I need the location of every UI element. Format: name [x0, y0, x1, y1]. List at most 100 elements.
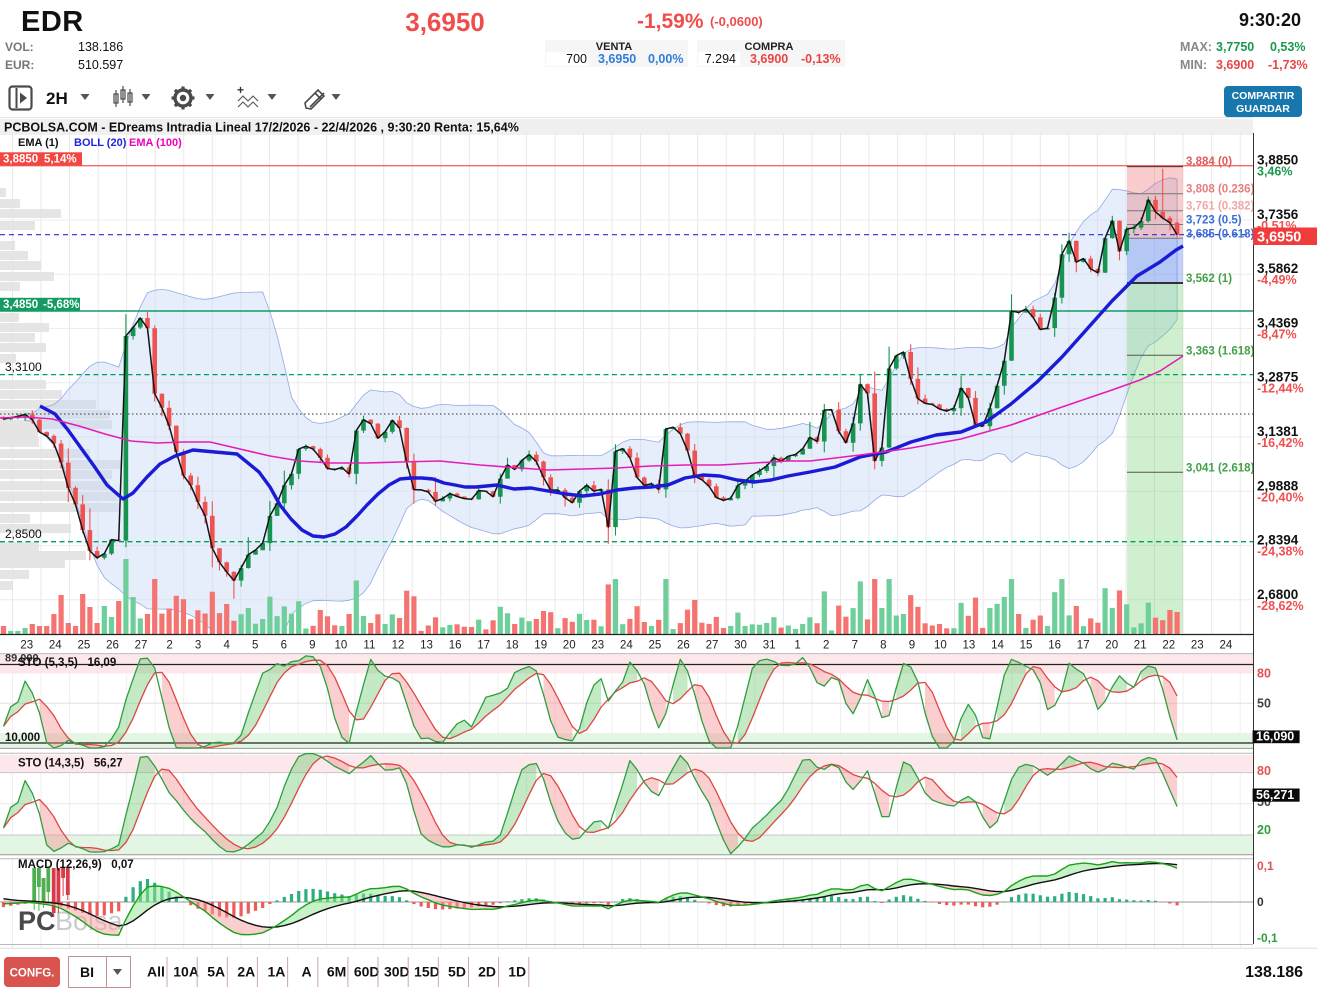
svg-text:3,562 (1): 3,562 (1) [1186, 273, 1232, 285]
svg-text:10,000: 10,000 [5, 732, 40, 744]
svg-text:1D: 1D [508, 964, 526, 980]
svg-text:26: 26 [677, 640, 690, 652]
svg-text:3,723 (0.5): 3,723 (0.5) [1186, 215, 1242, 227]
svg-text:2,9888: 2,9888 [1257, 478, 1299, 493]
svg-text:5A: 5A [207, 964, 225, 980]
svg-text:-0,1: -0,1 [1257, 931, 1278, 945]
svg-text:24: 24 [1220, 640, 1233, 652]
svg-text:3,6900: 3,6900 [750, 52, 788, 66]
svg-text:2,6800: 2,6800 [1257, 587, 1298, 602]
svg-text:27: 27 [706, 640, 719, 652]
svg-text:21: 21 [1134, 640, 1147, 652]
svg-text:2D: 2D [478, 964, 496, 980]
svg-text:18: 18 [506, 640, 519, 652]
svg-text:3,6950: 3,6950 [598, 52, 636, 66]
svg-text:16: 16 [449, 640, 462, 652]
svg-text:EDR: EDR [21, 6, 84, 38]
svg-text:3: 3 [195, 640, 201, 652]
svg-text:20: 20 [1257, 823, 1271, 837]
svg-text:STO (5,3,5) 16,09: STO (5,3,5) 16,09 [18, 657, 116, 669]
svg-text:COMPRA: COMPRA [745, 41, 794, 53]
svg-text:13: 13 [420, 640, 433, 652]
svg-text:3,4850: 3,4850 [3, 299, 38, 311]
svg-text:3,808 (0.236): 3,808 (0.236) [1186, 184, 1255, 196]
svg-text:24: 24 [49, 640, 62, 652]
svg-text:3,3100: 3,3100 [5, 360, 42, 374]
svg-text:30: 30 [734, 640, 747, 652]
svg-text:25: 25 [78, 640, 91, 652]
svg-text:2A: 2A [237, 964, 255, 980]
svg-text:10: 10 [934, 640, 947, 652]
svg-text:3,363 (1.618): 3,363 (1.618) [1186, 345, 1255, 357]
svg-text:13: 13 [963, 640, 976, 652]
svg-text:-1,73%: -1,73% [1268, 58, 1308, 72]
svg-text:6M: 6M [327, 964, 346, 980]
svg-text:23: 23 [20, 640, 33, 652]
svg-text:3,6950: 3,6950 [1257, 230, 1301, 246]
svg-text:5,14%: 5,14% [44, 154, 77, 166]
svg-text:7.294: 7.294 [705, 52, 736, 66]
svg-text:9:30:20: 9:30:20 [1239, 10, 1301, 30]
svg-text:25: 25 [649, 640, 662, 652]
svg-text:3,5862: 3,5862 [1257, 261, 1298, 276]
svg-text:-4,49%: -4,49% [1257, 273, 1297, 287]
svg-text:STO (14,3,5) 56,27: STO (14,3,5) 56,27 [18, 758, 123, 770]
svg-text:4: 4 [223, 640, 230, 652]
svg-text:89.000: 89.000 [5, 653, 39, 665]
svg-text:12: 12 [392, 640, 405, 652]
svg-text:3,685 (0.618): 3,685 (0.618) [1186, 228, 1255, 240]
svg-text:3,4369: 3,4369 [1257, 316, 1298, 331]
svg-text:MACD (12,26,9) 0,07: MACD (12,26,9) 0,07 [18, 859, 134, 871]
svg-text:3,884 (0): 3,884 (0) [1186, 156, 1232, 168]
svg-text:+: + [237, 83, 244, 97]
svg-text:510.597: 510.597 [78, 58, 123, 72]
svg-text:EMA (1): EMA (1) [18, 137, 59, 149]
svg-text:15D: 15D [414, 964, 440, 980]
svg-text:A: A [301, 964, 311, 980]
svg-text:23: 23 [1191, 640, 1204, 652]
svg-text:23: 23 [591, 640, 604, 652]
svg-text:-8,47%: -8,47% [1257, 328, 1297, 342]
svg-text:2: 2 [166, 640, 172, 652]
svg-text:20: 20 [1105, 640, 1118, 652]
svg-text:80: 80 [1257, 764, 1271, 778]
svg-text:3,2875: 3,2875 [1257, 370, 1299, 385]
svg-text:GUARDAR: GUARDAR [1236, 103, 1290, 115]
svg-text:-1,59%: -1,59% [637, 10, 704, 33]
svg-text:3,041 (2.618): 3,041 (2.618) [1186, 462, 1255, 474]
svg-text:19: 19 [534, 640, 547, 652]
svg-text:PCBOLSA.COM - EDreams Intradia: PCBOLSA.COM - EDreams Intradia Lineal 17… [4, 121, 519, 135]
svg-text:0,00%: 0,00% [648, 52, 683, 66]
svg-text:(-0,0600): (-0,0600) [710, 14, 763, 29]
svg-text:3,8850: 3,8850 [1257, 153, 1298, 168]
svg-text:22: 22 [1162, 640, 1175, 652]
svg-text:2,8394: 2,8394 [1257, 533, 1299, 548]
svg-text:700: 700 [566, 52, 587, 66]
svg-text:14: 14 [991, 640, 1004, 652]
svg-text:16: 16 [1048, 640, 1061, 652]
svg-text:3,8850: 3,8850 [3, 154, 38, 166]
svg-text:20: 20 [563, 640, 576, 652]
svg-text:80: 80 [1257, 667, 1271, 681]
svg-text:0: 0 [1257, 895, 1264, 909]
svg-text:CONFG.: CONFG. [10, 968, 55, 980]
svg-text:BOLL (20): BOLL (20) [74, 137, 127, 149]
svg-text:50: 50 [1257, 697, 1271, 711]
svg-text:-5,68%: -5,68% [43, 299, 79, 311]
svg-text:-12,44%: -12,44% [1257, 382, 1304, 396]
svg-text:3,761 (0.382): 3,761 (0.382) [1186, 201, 1255, 213]
svg-text:2: 2 [823, 640, 829, 652]
svg-text:10A: 10A [173, 964, 199, 980]
svg-text:5D: 5D [448, 964, 466, 980]
svg-text:9: 9 [909, 640, 915, 652]
svg-text:27: 27 [135, 640, 148, 652]
svg-text:2H: 2H [46, 89, 68, 108]
svg-text:-0,13%: -0,13% [801, 52, 841, 66]
svg-text:138.186: 138.186 [78, 40, 123, 54]
svg-text:11: 11 [363, 640, 375, 652]
svg-text:MIN:: MIN: [1180, 58, 1207, 72]
svg-text:8: 8 [880, 640, 886, 652]
svg-text:3,7750: 3,7750 [1216, 40, 1254, 54]
svg-text:60D: 60D [354, 964, 380, 980]
svg-text:PC: PC [18, 906, 56, 936]
